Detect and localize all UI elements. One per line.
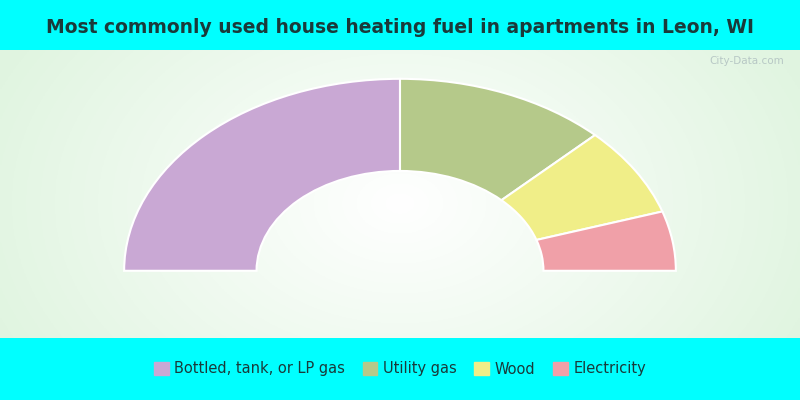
- Wedge shape: [400, 79, 595, 200]
- Text: Most commonly used house heating fuel in apartments in Leon, WI: Most commonly used house heating fuel in…: [46, 18, 754, 37]
- Wedge shape: [537, 212, 676, 271]
- Wedge shape: [124, 79, 400, 271]
- Wedge shape: [502, 135, 662, 240]
- Legend: Bottled, tank, or LP gas, Utility gas, Wood, Electricity: Bottled, tank, or LP gas, Utility gas, W…: [148, 356, 652, 382]
- Text: City-Data.com: City-Data.com: [710, 56, 784, 66]
